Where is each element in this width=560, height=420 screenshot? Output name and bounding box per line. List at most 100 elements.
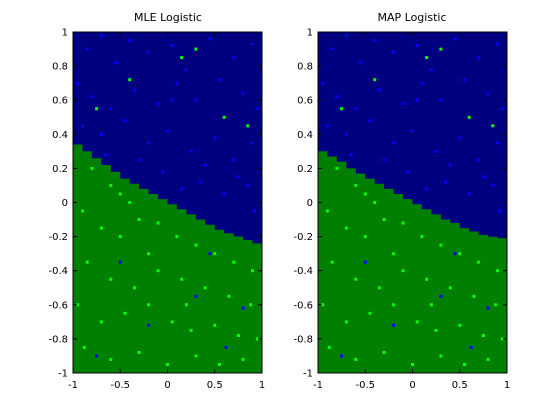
y-tick-label: 1 (307, 28, 313, 39)
data-point-class-a (232, 158, 236, 162)
data-point-class-b (382, 351, 386, 354)
data-point-class-b (175, 235, 179, 239)
data-point-class-a (401, 102, 405, 106)
data-point-class-b (327, 345, 331, 349)
data-point-class-a (500, 107, 504, 111)
data-point-class-a (224, 345, 228, 349)
data-point-class-b (249, 303, 253, 307)
data-point-class-a (161, 170, 165, 174)
data-point-class-b (411, 363, 414, 366)
data-point-class-b (95, 107, 99, 111)
data-point-class-b (439, 243, 443, 247)
data-point-class-b (251, 269, 254, 273)
data-point-class-a (194, 98, 198, 102)
data-point-class-b (180, 277, 184, 281)
data-point-class-b (463, 363, 466, 366)
y-tick-label: 1 (62, 28, 68, 39)
data-point-class-b (448, 286, 452, 290)
data-point-class-b (170, 320, 174, 324)
decision-region-lower (73, 144, 262, 373)
data-point-class-b (368, 311, 372, 315)
data-point-class-a (411, 129, 414, 133)
x-tick-label: 0.5 (207, 380, 223, 391)
data-point-class-b (109, 357, 113, 361)
data-point-class-a (156, 102, 160, 106)
chart-title: MLE Logistic (134, 11, 202, 24)
y-tick-label: 0.4 (52, 130, 68, 141)
data-point-class-b (363, 235, 367, 239)
data-point-class-a (325, 124, 329, 128)
data-point-class-a (439, 98, 443, 102)
data-point-class-a (377, 88, 381, 92)
data-point-class-a (241, 306, 245, 310)
data-point-class-b (90, 166, 94, 170)
data-point-class-b (439, 47, 443, 51)
data-point-class-a (335, 95, 339, 99)
data-point-class-a (439, 294, 443, 298)
y-tick-label: -1 (58, 369, 68, 380)
x-tick-label: 0 (164, 380, 170, 391)
data-point-class-b (218, 363, 221, 366)
data-point-class-a (114, 61, 117, 65)
y-tick-label: -0.6 (293, 300, 313, 311)
data-point-class-a (166, 129, 169, 133)
data-point-class-a (453, 252, 457, 256)
data-point-class-b (81, 209, 84, 213)
data-point-class-b (439, 354, 443, 358)
data-point-class-a (330, 47, 334, 51)
y-tick-label: -0.8 (293, 334, 313, 345)
data-point-class-b (227, 294, 231, 298)
data-point-class-a (444, 180, 448, 184)
data-point-class-b (354, 183, 358, 187)
data-point-class-b (203, 286, 207, 290)
data-point-class-a (344, 33, 348, 37)
y-tick-label: -1 (303, 369, 313, 380)
data-point-class-b (128, 78, 132, 82)
data-point-class-a (467, 192, 471, 196)
data-point-class-a (137, 158, 141, 162)
decision-region-lower (318, 151, 507, 373)
data-point-class-b (363, 192, 367, 196)
data-point-class-a (189, 149, 193, 153)
data-point-class-b (109, 183, 113, 187)
data-point-class-b (340, 107, 344, 111)
data-point-class-b (123, 311, 127, 315)
data-point-class-a (429, 68, 433, 71)
data-point-class-b (477, 260, 481, 264)
data-point-class-a (252, 209, 256, 213)
data-point-class-a (486, 306, 490, 310)
data-point-class-b (325, 209, 329, 213)
data-point-class-a (184, 68, 188, 71)
data-point-class-b (213, 252, 217, 256)
data-point-class-b (166, 363, 169, 366)
data-point-class-b (321, 303, 325, 307)
data-point-class-b (434, 328, 438, 332)
data-point-class-a (175, 81, 179, 85)
data-point-class-a (147, 141, 151, 145)
data-point-class-b (213, 323, 217, 327)
data-point-class-a (349, 153, 353, 157)
y-tick-label: 0 (307, 198, 313, 209)
data-point-class-a (368, 119, 372, 123)
data-point-class-a (448, 163, 452, 167)
data-point-class-a (170, 44, 174, 48)
data-point-class-b (392, 252, 396, 256)
y-tick-label: 0.2 (297, 164, 313, 175)
data-point-class-a (95, 354, 99, 358)
data-point-class-a (321, 81, 325, 85)
data-point-class-b (481, 334, 485, 337)
data-point-class-b (109, 277, 113, 281)
data-point-class-b (496, 269, 499, 273)
y-tick-label: -0.8 (48, 334, 68, 345)
data-point-class-b (99, 320, 103, 324)
data-point-class-a (128, 39, 132, 42)
x-tick-label: 1 (504, 380, 510, 391)
data-point-class-b (472, 294, 476, 298)
data-point-class-a (203, 163, 207, 167)
x-tick-label: -0.5 (355, 380, 375, 391)
data-point-class-a (340, 354, 344, 358)
data-point-class-a (392, 323, 396, 327)
data-point-class-a (199, 180, 203, 184)
data-point-class-a (76, 81, 80, 85)
